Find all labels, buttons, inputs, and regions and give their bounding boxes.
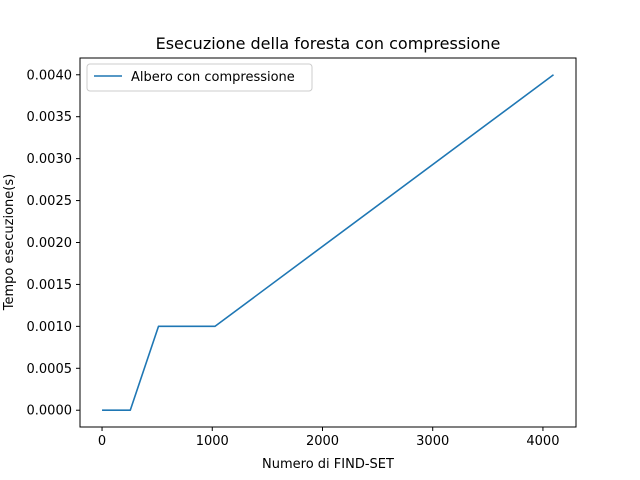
y-tick-label: 0.0000 — [27, 404, 73, 419]
axes-frame — [79, 57, 577, 428]
x-axis-label: Numero di FIND-SET — [262, 457, 394, 472]
y-tick-label: 0.0040 — [27, 68, 73, 83]
x-tick-label: 0 — [98, 434, 106, 449]
y-axis-label: Tempo esecuzione(s) — [2, 174, 17, 311]
y-tick-label: 0.0010 — [27, 320, 73, 335]
chart-title: Esecuzione della foresta con compression… — [156, 34, 501, 53]
y-tick-label: 0.0005 — [27, 362, 73, 377]
y-tick-label: 0.0025 — [27, 194, 73, 209]
x-tick-label: 1000 — [196, 434, 229, 449]
x-tick-label: 3000 — [416, 434, 449, 449]
legend: Albero con compressione — [86, 63, 313, 92]
y-tick-label: 0.0020 — [27, 236, 73, 251]
x-tick-label: 4000 — [526, 434, 559, 449]
legend-box — [86, 63, 313, 92]
y-tick-label: 0.0035 — [27, 110, 73, 125]
y-tick-label: 0.0015 — [27, 278, 73, 293]
y-tick-label: 0.0030 — [27, 152, 73, 167]
x-tick-label: 2000 — [306, 434, 339, 449]
series-line — [102, 74, 554, 412]
legend-label: Albero con compressione — [131, 70, 295, 85]
plot-area: 0 1000 2000 3000 4000 0.0000 0.0005 0.0010 0.001… — [27, 57, 577, 449]
